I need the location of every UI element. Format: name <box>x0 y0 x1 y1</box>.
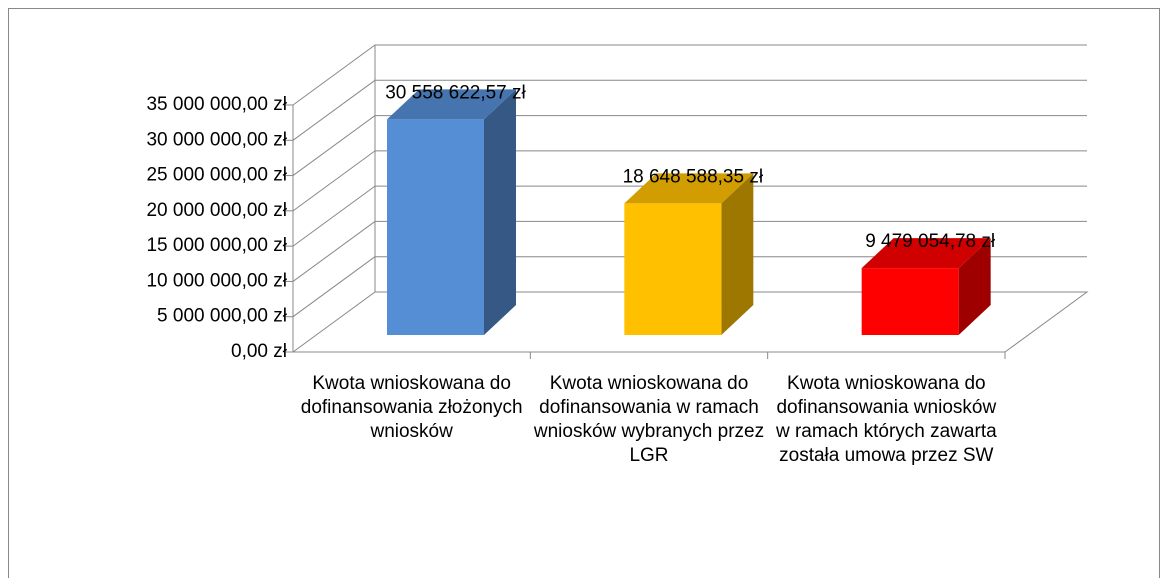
bar <box>624 203 722 335</box>
bar <box>861 268 959 335</box>
y-tick-label: 15 000 000,00 zł <box>146 235 287 256</box>
y-tick-label: 20 000 000,00 zł <box>146 200 287 221</box>
x-tick-label: Kwota wnioskowana do dofinansowania wnio… <box>775 373 997 466</box>
y-tick-label: 25 000 000,00 zł <box>146 165 287 186</box>
bar-side <box>721 173 754 335</box>
x-tick-label: Kwota wnioskowana do dofinansowania w ra… <box>533 373 765 466</box>
value-label: 9 479 054,78 zł <box>865 231 996 252</box>
y-tick-label: 10 000 000,00 zł <box>146 270 287 291</box>
grid-line <box>292 115 376 176</box>
frame <box>8 8 1160 578</box>
x-tick-label: Kwota wnioskowana do dofinansowania złoż… <box>300 373 523 442</box>
bar-side <box>958 238 991 335</box>
bar-top <box>387 89 516 120</box>
y-tick-label: 0,00 zł <box>231 341 288 362</box>
bar-side <box>484 89 516 335</box>
bar-top <box>861 238 991 269</box>
grid-line <box>292 79 376 141</box>
value-label: 30 558 622,57 zł <box>385 82 526 103</box>
bar-top <box>624 173 754 204</box>
grid-line <box>292 256 376 318</box>
grid-line <box>292 221 376 282</box>
value-label: 18 648 588,35 zł <box>623 166 764 187</box>
grid-line <box>292 150 376 212</box>
y-tick-label: 30 000 000,00 zł <box>146 129 287 150</box>
y-tick-label: 5 000 000,00 zł <box>157 306 288 327</box>
y-tick-label: 35 000 000,00 zł <box>146 94 287 115</box>
bar <box>387 119 484 335</box>
grid-line <box>292 44 376 106</box>
grid-line <box>292 185 376 247</box>
